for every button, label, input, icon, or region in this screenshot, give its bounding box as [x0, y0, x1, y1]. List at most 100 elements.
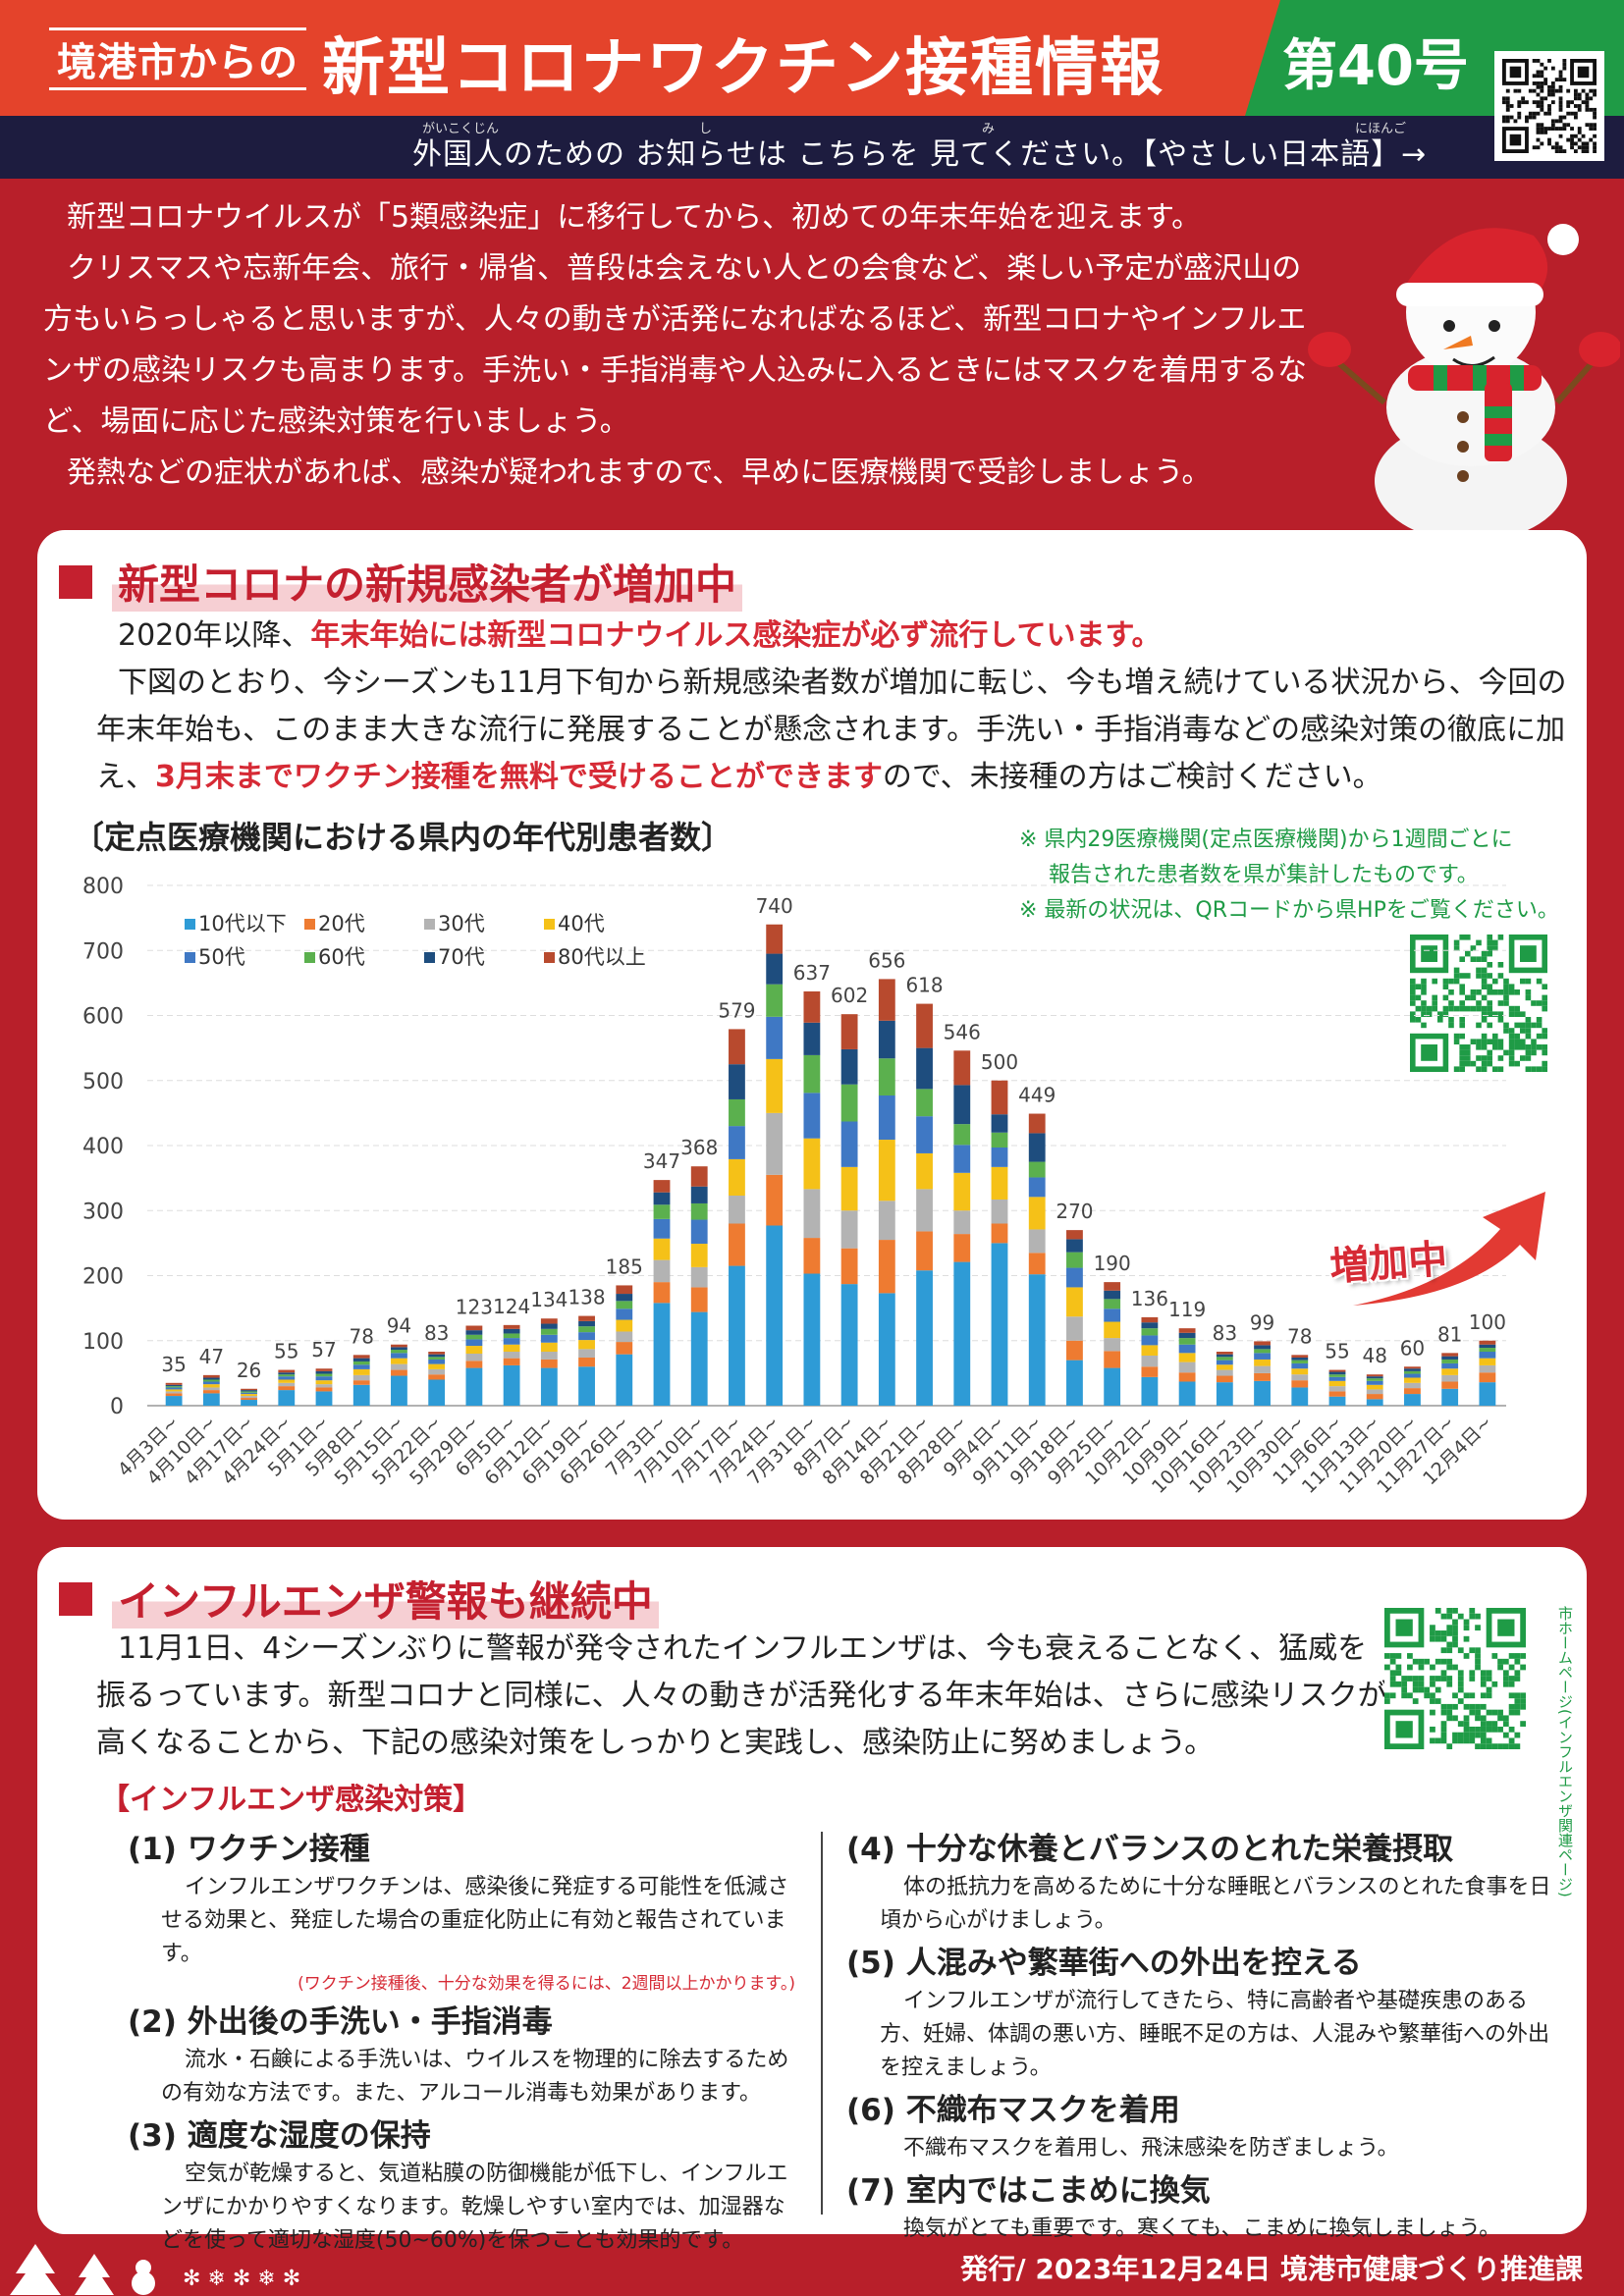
chart-bar-segment: [729, 1098, 745, 1127]
chart-bar-segment: [916, 1152, 933, 1190]
city-flu-page-qr-label: 市ホームページ(インフルエンザ関連ページ): [1556, 1606, 1574, 1897]
chart-bar-segment: [840, 1284, 858, 1406]
chart-bar-segment: [315, 1384, 333, 1388]
chart-bar-segment: [428, 1352, 446, 1355]
chart-bar-segment: [1291, 1355, 1309, 1358]
chart-legend-label: 10代以下: [198, 912, 287, 935]
chart-bar-segment: [1479, 1340, 1496, 1345]
measure-title: (7) 室内ではこまめに換気: [846, 2173, 1211, 2209]
chart-bar-segment: [241, 1391, 257, 1393]
chart-bar-segment: [1104, 1290, 1121, 1300]
chart-bar-segment: [1328, 1391, 1346, 1397]
chart-bar-segment: [278, 1372, 296, 1375]
chart-bar-segment: [916, 1116, 933, 1153]
chart-bar-segment: [352, 1384, 370, 1406]
chart-bar-segment: [690, 1287, 708, 1312]
chart-bar-segment: [578, 1349, 595, 1358]
chart-data-label: 618: [905, 974, 943, 997]
footer: ✻ ❄ ✻ ❄ ✻ 発行/ 2023年12月24日 境港市健康づくり推進課: [0, 2234, 1624, 2296]
chart-data-label: 579: [718, 998, 755, 1022]
chart-bar-segment: [766, 953, 784, 985]
chart-bar-segment: [953, 1261, 971, 1406]
chart-bar-segment: [391, 1363, 407, 1370]
chart-bar-segment: [1066, 1360, 1083, 1406]
chart-bar-segment: [766, 1225, 784, 1406]
chart-y-tick-label: 800: [82, 875, 124, 899]
chart-bar-segment: [1441, 1353, 1459, 1357]
age-group-patients-chart: 0100200300400500600700800354月3日~474月10日~…: [82, 875, 1506, 1498]
chart-bar-segment: [1178, 1344, 1196, 1354]
chart-bar-segment: [1366, 1376, 1383, 1379]
chart-legend-swatch: [424, 919, 435, 930]
chart-data-label: 185: [606, 1255, 643, 1278]
chart-data-label: 94: [387, 1314, 411, 1338]
chart-data-label: 134: [530, 1288, 568, 1311]
chart-bar-segment: [278, 1376, 296, 1380]
chart-bar-segment: [1404, 1370, 1421, 1374]
column-divider: [821, 1832, 823, 2215]
chart-note-3: ※ 最新の状況は、QRコードから県HPをご覧ください。: [1019, 898, 1559, 923]
chart-bar-segment: [428, 1357, 446, 1360]
chart-bar-segment: [1028, 1133, 1046, 1162]
chart-bar-segment: [428, 1359, 446, 1364]
chart-data-label: 99: [1250, 1310, 1274, 1334]
foreign-notice-bar[interactable]: がいこくじん し み にほんご 外国人のための お知らせは こちらを 見てくださ…: [0, 116, 1624, 179]
measure-note: (ワクチン接種後、十分な効果を得るには、2週間以上かかります。): [298, 1974, 795, 1994]
chart-bar-segment: [1178, 1328, 1196, 1333]
chart-bar-segment: [766, 1112, 784, 1175]
chart-bar-segment: [1404, 1366, 1421, 1369]
chart-bar-segment: [1216, 1375, 1233, 1383]
chart-bar-segment: [1178, 1338, 1196, 1345]
chart-y-tick-label: 400: [82, 1135, 124, 1159]
chart-bar-segment: [1479, 1352, 1496, 1359]
chart-bar-segment: [1441, 1388, 1459, 1406]
chart-bar-segment: [503, 1364, 520, 1406]
chart-bar-segment: [241, 1394, 257, 1397]
chart-bar-segment: [352, 1380, 370, 1385]
chart-bar-segment: [428, 1354, 446, 1358]
foreign-info-qr-code[interactable]: [1494, 51, 1604, 161]
covid-p2-emphasis: 3月末までワクチン接種を無料で受けることができます: [155, 760, 883, 794]
chart-y-tick-label: 700: [82, 939, 124, 964]
chart-bar-segment: [503, 1344, 520, 1353]
chart-bar-segment: [503, 1358, 520, 1365]
chart-bar-segment: [540, 1323, 558, 1329]
chart-data-label: 83: [1213, 1321, 1237, 1345]
chart-bar-segment: [991, 1166, 1008, 1200]
chart-bar-segment: [241, 1388, 257, 1391]
intro-paragraph: 発熱などの症状があれば、感染が疑われますので、早めに医療機関で受診しましょう。: [67, 455, 1212, 490]
chart-legend-swatch: [304, 952, 315, 963]
covid-panel: 新型コロナの新規感染者が増加中 2020年以降、年末年始には新型コロナウイルス感…: [37, 530, 1587, 1520]
chart-data-label: 57: [311, 1338, 336, 1362]
chart-bar-segment: [1254, 1341, 1271, 1346]
measure-text: インフルエンザが流行してきたら、特に高齢者や基礎疾患のある方、妊婦、体調の悪い方…: [880, 1989, 1550, 2080]
ruby-mi: み: [982, 122, 996, 136]
chart-bar-segment: [991, 1223, 1008, 1244]
chart-bar-segment: [315, 1380, 333, 1385]
chart-bar-segment: [729, 1126, 745, 1159]
chart-bar-segment: [803, 1138, 821, 1190]
chart-bar-segment: [391, 1347, 407, 1351]
chart-bar-segment: [465, 1334, 483, 1340]
measure-item: (7) 室内ではこまめに換気 換気がとても重要です。寒くても、こまめに換気しまし…: [846, 2169, 1553, 2246]
chart-bar-segment: [465, 1346, 483, 1354]
chart-data-label: 55: [274, 1340, 298, 1363]
chart-bar-segment: [1216, 1354, 1233, 1358]
chart-bar-segment: [1291, 1360, 1309, 1363]
chart-bar-segment: [1104, 1308, 1121, 1322]
chart-bar-segment: [729, 1223, 745, 1266]
chart-bar-segment: [916, 1189, 933, 1232]
chart-bar-segment: [1366, 1374, 1383, 1377]
chart-bar-segment: [1254, 1365, 1271, 1373]
chart-bar-segment: [278, 1369, 296, 1373]
measure-title: (1) ワクチン接種: [128, 1832, 370, 1867]
city-flu-page-qr-code[interactable]: [1384, 1608, 1526, 1749]
chart-bar-segment: [352, 1361, 370, 1365]
chart-bar-segment: [315, 1387, 333, 1392]
chart-bar-segment: [803, 1054, 821, 1094]
chart-bar-segment: [1441, 1368, 1459, 1375]
chart-bar-segment: [916, 1047, 933, 1090]
chart-bar-segment: [1141, 1376, 1159, 1406]
chart-bar-segment: [391, 1344, 407, 1348]
prefecture-hp-qr-code[interactable]: [1410, 934, 1547, 1072]
